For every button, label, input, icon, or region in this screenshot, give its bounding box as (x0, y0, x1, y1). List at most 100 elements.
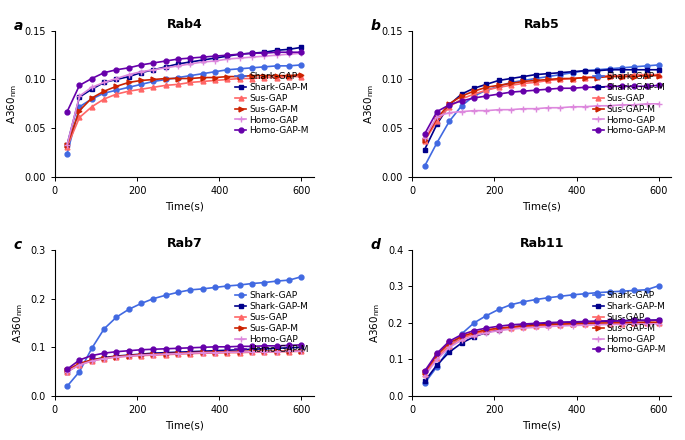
Shark-GAP-M (606, 319, 614, 324)
Sus-GAP-M (260, 73, 269, 78)
Sus-GAP (470, 331, 478, 337)
Shark-GAP-M (248, 347, 256, 352)
Homo-GAP (100, 356, 108, 361)
Shark-GAP-M (112, 77, 121, 82)
Homo-GAP-M (199, 345, 207, 350)
Shark-GAP-M (556, 320, 564, 325)
Homo-GAP (75, 93, 84, 99)
Line: Homo-GAP: Homo-GAP (64, 50, 305, 148)
Sus-GAP (75, 115, 84, 120)
Shark-GAP-M (88, 357, 96, 363)
Line: Sus-GAP: Sus-GAP (64, 349, 304, 374)
Homo-GAP-M (445, 102, 453, 107)
Sus-GAP (544, 323, 552, 328)
Shark-GAP-M (544, 71, 552, 76)
Shark-GAP (88, 96, 96, 102)
Shark-GAP-M (470, 334, 478, 340)
Shark-GAP (458, 331, 466, 337)
Homo-GAP-M (75, 357, 84, 363)
Homo-GAP-M (285, 343, 293, 348)
Line: Homo-GAP-M: Homo-GAP-M (64, 342, 304, 372)
Shark-GAP-M (507, 76, 515, 81)
Shark-GAP-M (581, 319, 589, 325)
Shark-GAP (507, 302, 515, 307)
Homo-GAP (285, 348, 293, 354)
Shark-GAP (223, 283, 232, 289)
Homo-GAP-M (643, 318, 651, 323)
Homo-GAP-M (297, 50, 306, 55)
Homo-GAP-M (581, 84, 589, 90)
Shark-GAP-M (162, 64, 170, 70)
Shark-GAP (507, 80, 515, 85)
Homo-GAP-M (100, 351, 108, 356)
Sus-GAP-M (248, 348, 256, 354)
Homo-GAP-M (544, 87, 552, 92)
Sus-GAP (581, 321, 589, 326)
Homo-GAP-M (273, 343, 281, 348)
Line: Shark-GAP: Shark-GAP (422, 62, 662, 169)
Sus-GAP (137, 353, 145, 358)
Sus-GAP (421, 371, 429, 377)
Homo-GAP (88, 358, 96, 363)
Shark-GAP-M (297, 45, 306, 50)
Shark-GAP-M (100, 80, 108, 85)
Line: Shark-GAP-M: Shark-GAP-M (422, 67, 662, 152)
Sus-GAP-M (162, 351, 170, 356)
Shark-GAP-M (112, 353, 121, 359)
Title: Rab7: Rab7 (166, 237, 202, 250)
Y-axis label: A360$_{\mathregular{nm}}$: A360$_{\mathregular{nm}}$ (11, 303, 25, 343)
Homo-GAP-M (445, 339, 453, 344)
Sus-GAP (297, 74, 306, 79)
Homo-GAP-M (137, 62, 145, 67)
Sus-GAP-M (433, 116, 441, 121)
Homo-GAP (162, 352, 170, 357)
Homo-GAP (88, 84, 96, 90)
Shark-GAP (421, 164, 429, 169)
Homo-GAP-M (297, 342, 306, 348)
Sus-GAP-M (495, 326, 503, 331)
Shark-GAP (297, 274, 306, 279)
Sus-GAP-M (199, 75, 207, 80)
Homo-GAP-M (593, 319, 601, 324)
Shark-GAP-M (618, 318, 626, 323)
Shark-GAP (655, 283, 663, 288)
Shark-GAP (248, 281, 256, 286)
Sus-GAP-M (236, 349, 244, 354)
Shark-GAP-M (137, 352, 145, 357)
Homo-GAP (507, 326, 515, 332)
Sus-GAP (458, 336, 466, 341)
Homo-GAP (655, 321, 663, 326)
Homo-GAP-M (248, 344, 256, 349)
Shark-GAP-M (445, 102, 453, 107)
Homo-GAP-M (569, 319, 577, 325)
Shark-GAP (162, 77, 170, 82)
Sus-GAP (556, 322, 564, 327)
Shark-GAP (174, 75, 182, 80)
Homo-GAP (297, 51, 306, 56)
Line: Sus-GAP: Sus-GAP (422, 72, 662, 143)
Homo-GAP-M (149, 347, 158, 352)
Homo-GAP (569, 104, 577, 110)
Homo-GAP-M (606, 318, 614, 323)
Homo-GAP (618, 102, 626, 107)
Shark-GAP-M (273, 48, 281, 53)
Sus-GAP (618, 321, 626, 326)
Shark-GAP (199, 71, 207, 76)
Homo-GAP (433, 357, 441, 362)
Homo-GAP (211, 350, 219, 356)
Shark-GAP (63, 151, 71, 156)
Homo-GAP (149, 67, 158, 73)
Homo-GAP (532, 106, 540, 111)
Sus-GAP (248, 349, 256, 355)
X-axis label: Time(s): Time(s) (165, 202, 203, 212)
Shark-GAP-M (149, 351, 158, 356)
Shark-GAP (581, 291, 589, 297)
Shark-GAP (593, 67, 601, 73)
Homo-GAP-M (482, 326, 490, 331)
Sus-GAP-M (482, 84, 490, 90)
Shark-GAP (137, 301, 145, 306)
Homo-GAP-M (149, 60, 158, 66)
Homo-GAP (273, 349, 281, 354)
Sus-GAP-M (100, 356, 108, 361)
Shark-GAP-M (100, 355, 108, 360)
